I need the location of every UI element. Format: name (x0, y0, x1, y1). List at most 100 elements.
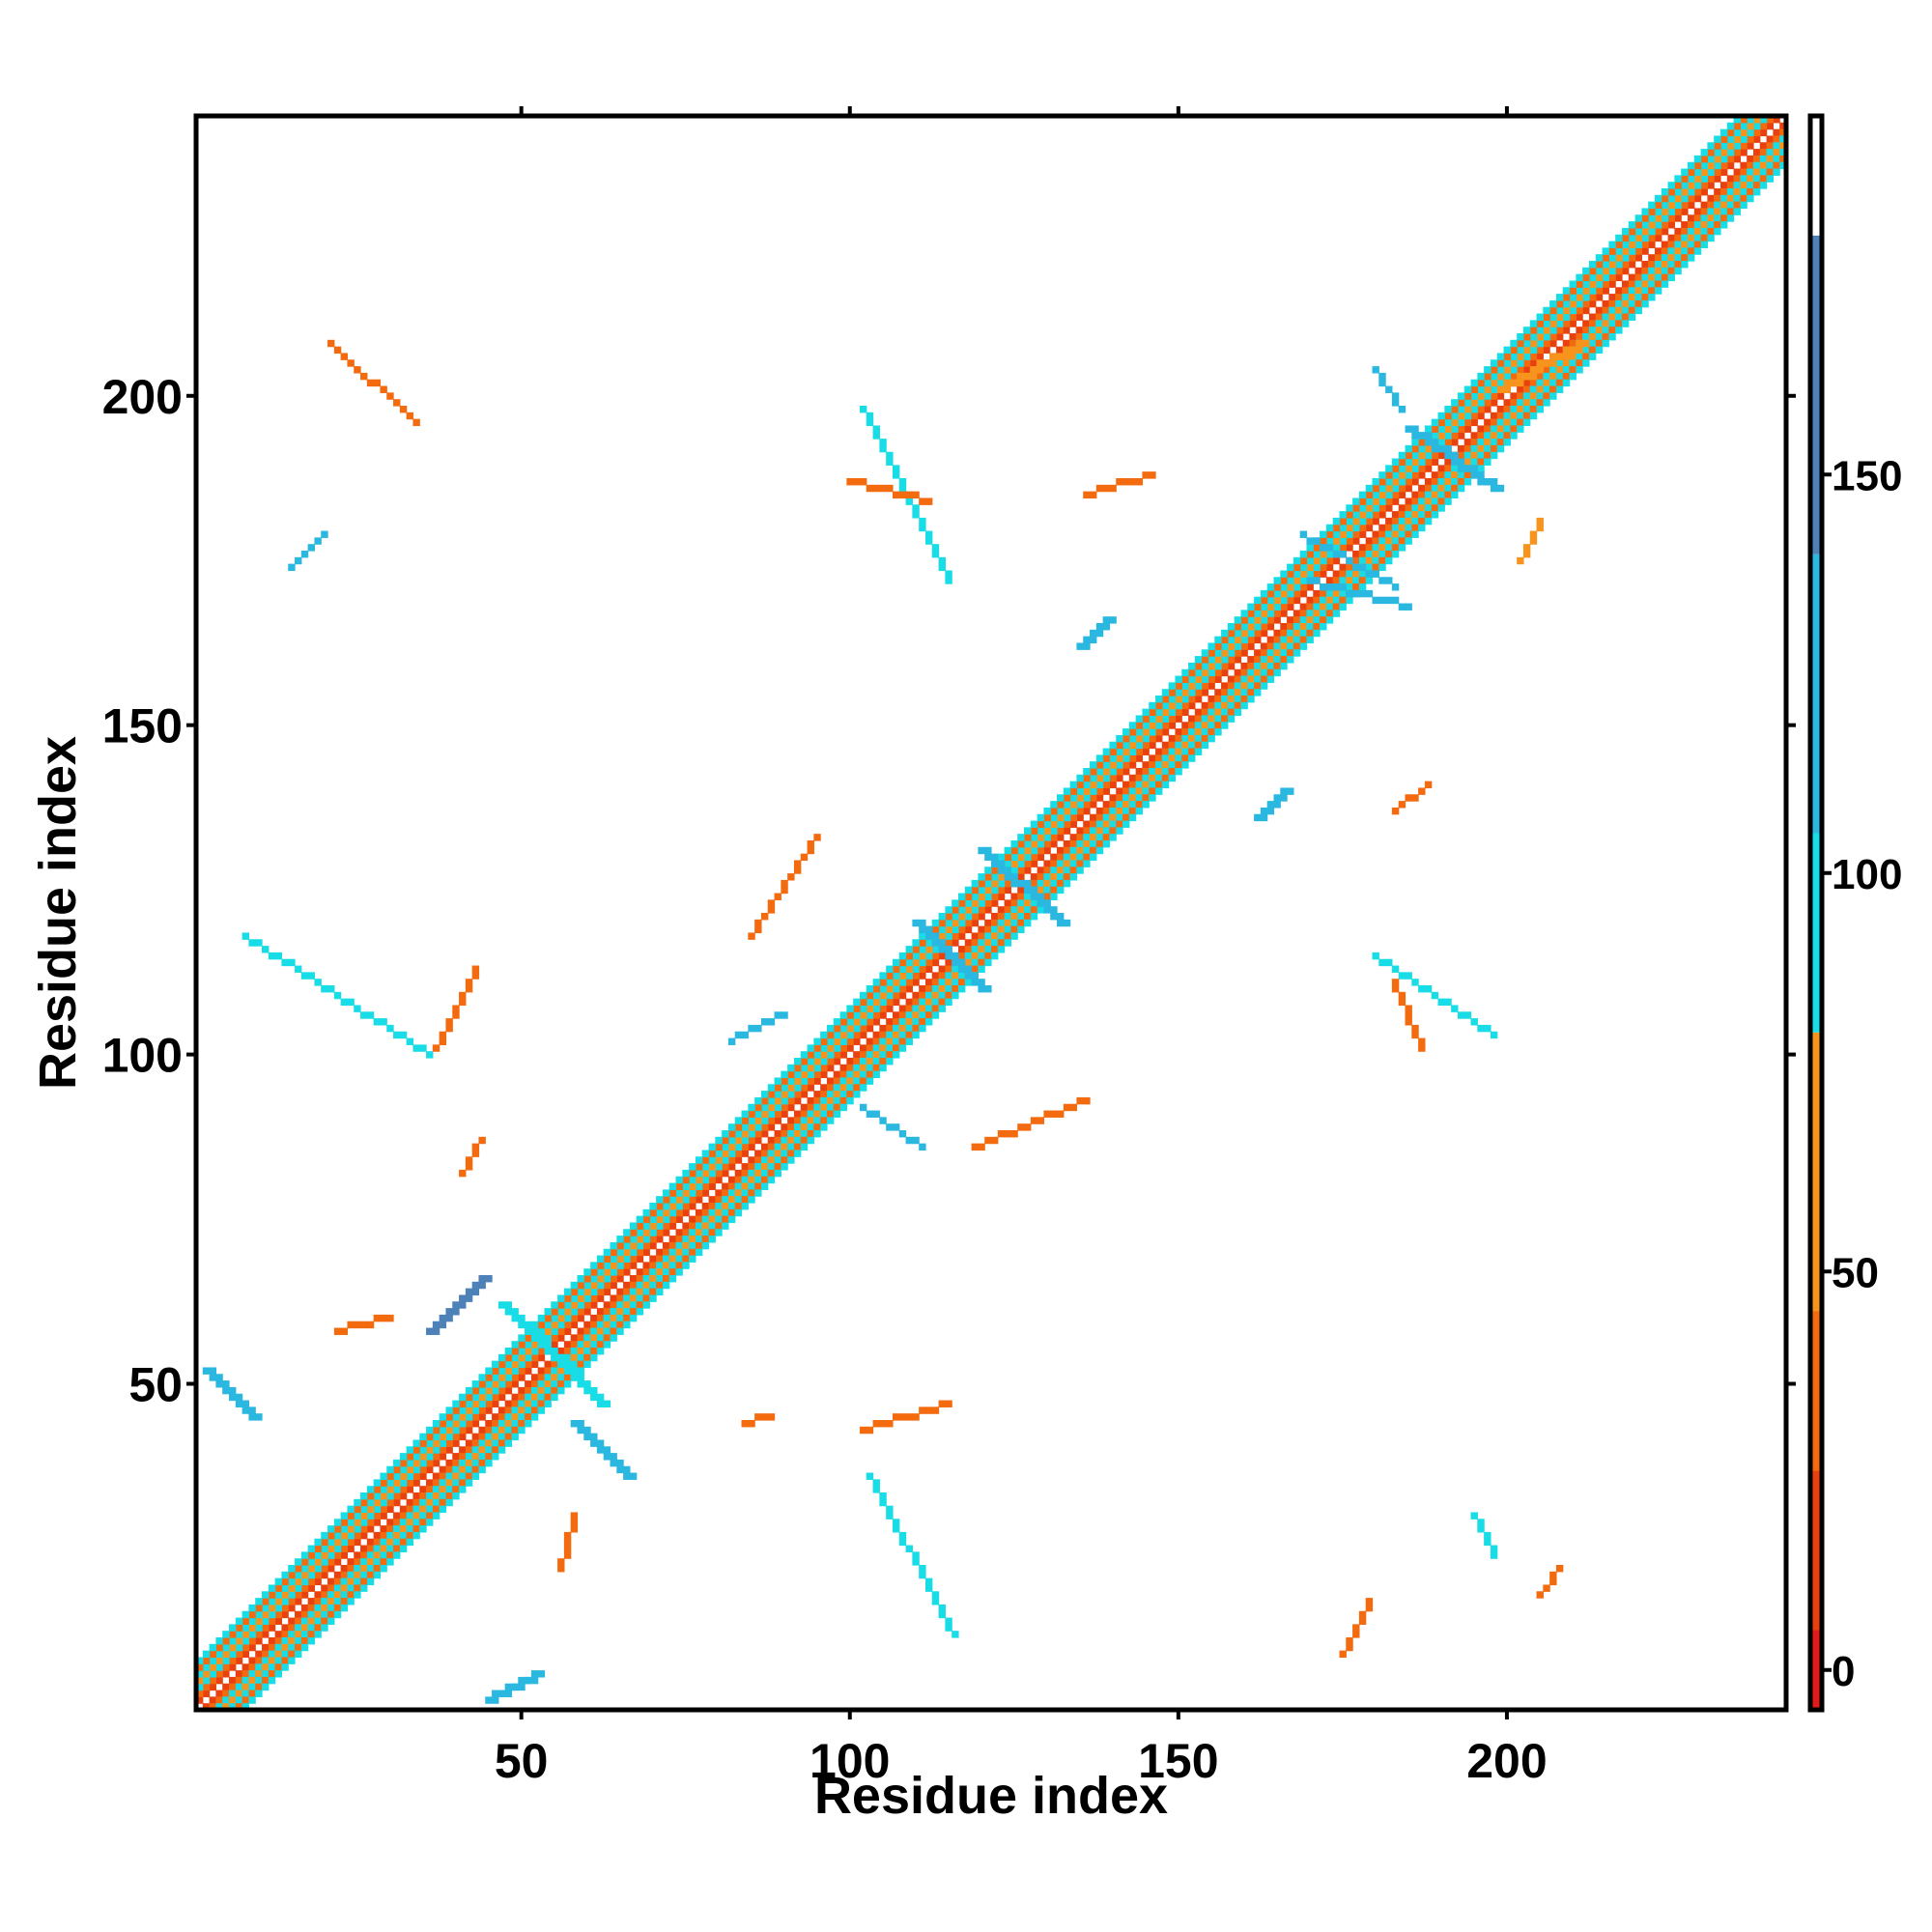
heatmap-cell (406, 1505, 414, 1514)
heatmap-cell (610, 1453, 617, 1461)
heatmap-cell (1470, 471, 1478, 479)
heatmap-cell (1050, 834, 1058, 841)
heatmap-cell (984, 879, 992, 888)
heatmap-cell (1260, 649, 1268, 657)
heatmap-cell (912, 511, 920, 519)
heatmap-cell (255, 939, 263, 947)
heatmap-cell (741, 1203, 749, 1210)
heatmap-cell (1740, 122, 1747, 130)
heatmap-cell (1522, 418, 1531, 427)
heatmap-cell (859, 1064, 867, 1072)
heatmap-cell (1667, 254, 1675, 262)
heatmap-cell (1378, 372, 1386, 381)
heatmap-cell (1714, 161, 1721, 170)
heatmap-cell (307, 1610, 316, 1619)
heatmap-cell (833, 1044, 841, 1052)
heatmap-cell (701, 1241, 710, 1250)
heatmap-cell (839, 1096, 847, 1105)
heatmap-cell (530, 1327, 539, 1335)
heatmap-cell (839, 1084, 847, 1092)
heatmap-cell (820, 1051, 828, 1059)
heatmap-cell (689, 1163, 696, 1171)
heatmap-cell (1477, 1525, 1485, 1533)
heatmap-cell (892, 1018, 900, 1026)
heatmap-cell (255, 1610, 263, 1619)
heatmap-cell (1083, 642, 1091, 650)
heatmap-cell (1529, 366, 1538, 374)
heatmap-cell (373, 1498, 382, 1507)
heatmap-cell (945, 991, 952, 1000)
heatmap-cell (662, 1255, 670, 1263)
heatmap-cell (1719, 214, 1728, 222)
heatmap-cell (1747, 175, 1754, 183)
heatmap-cell (853, 1037, 861, 1045)
heatmap-cell (1201, 682, 1209, 690)
heatmap-cell (991, 919, 999, 927)
heatmap-cell (1320, 616, 1327, 624)
heatmap-cell (209, 1683, 217, 1691)
heatmap-cell (557, 1301, 565, 1309)
heatmap-cell (590, 1262, 598, 1269)
heatmap-cell (898, 1044, 907, 1052)
heatmap-cell (879, 444, 887, 453)
heatmap-cell (629, 1229, 638, 1236)
heatmap-cell (767, 899, 776, 907)
heatmap-cell (1287, 787, 1294, 795)
heatmap-cell (1090, 827, 1097, 835)
heatmap-cell (1037, 834, 1045, 841)
heatmap-cell (807, 1084, 814, 1092)
heatmap-cell (846, 1084, 854, 1092)
heatmap-cell (590, 1341, 598, 1349)
heatmap-cell (1714, 188, 1721, 196)
heatmap-cell (1234, 696, 1242, 703)
heatmap-cell (360, 1565, 368, 1573)
heatmap-cell (1043, 834, 1051, 841)
heatmap-cell (1522, 359, 1531, 367)
heatmap-cell (905, 1545, 913, 1552)
heatmap-cell (1444, 406, 1452, 413)
heatmap-cell (1050, 853, 1058, 862)
heatmap-cell (1398, 972, 1406, 980)
heatmap-cell (1090, 787, 1097, 795)
heatmap-cell (859, 1070, 867, 1079)
heatmap-cell (1234, 623, 1242, 631)
heatmap-cell (781, 1070, 788, 1079)
heatmap-cell (1010, 860, 1018, 867)
heatmap-cell (1503, 366, 1511, 374)
heatmap-cell (1109, 761, 1117, 769)
heatmap-cell (807, 846, 814, 855)
heatmap-cell (853, 1058, 861, 1065)
heatmap-cell (649, 1241, 657, 1250)
heatmap-cell (1063, 801, 1071, 809)
heatmap-cell (570, 1341, 579, 1349)
heatmap-cell (314, 1604, 322, 1612)
heatmap-cell (833, 1084, 841, 1092)
heatmap-cell (1411, 979, 1419, 986)
heatmap-cell (360, 1512, 368, 1520)
heatmap-cell (636, 1222, 644, 1230)
heatmap-cell (1437, 444, 1445, 453)
heatmap-cell (629, 1281, 638, 1290)
heatmap-cell (1759, 175, 1768, 183)
heatmap-cell (1714, 175, 1721, 183)
heatmap-cell (938, 925, 946, 934)
heatmap-cell (459, 1301, 467, 1309)
heatmap-cell (393, 399, 401, 407)
heatmap-cell (1529, 379, 1538, 387)
heatmap-cell (1726, 142, 1735, 150)
heatmap-cell (1037, 853, 1045, 862)
heatmap-cell (1266, 589, 1275, 598)
heatmap-cell (971, 972, 979, 980)
heatmap-cell (1477, 379, 1485, 387)
heatmap-cell (1693, 247, 1702, 255)
heatmap-cell (248, 1663, 256, 1671)
heatmap-cell (1214, 662, 1222, 670)
heatmap-cell (1004, 925, 1012, 934)
heatmap-cell (1247, 668, 1255, 677)
heatmap-cell (807, 1058, 814, 1065)
heatmap-cell (1424, 985, 1433, 993)
heatmap-cell (1674, 254, 1682, 262)
heatmap-cell (229, 1631, 237, 1638)
heatmap-cell (360, 1525, 368, 1533)
heatmap-cell (879, 1420, 887, 1428)
